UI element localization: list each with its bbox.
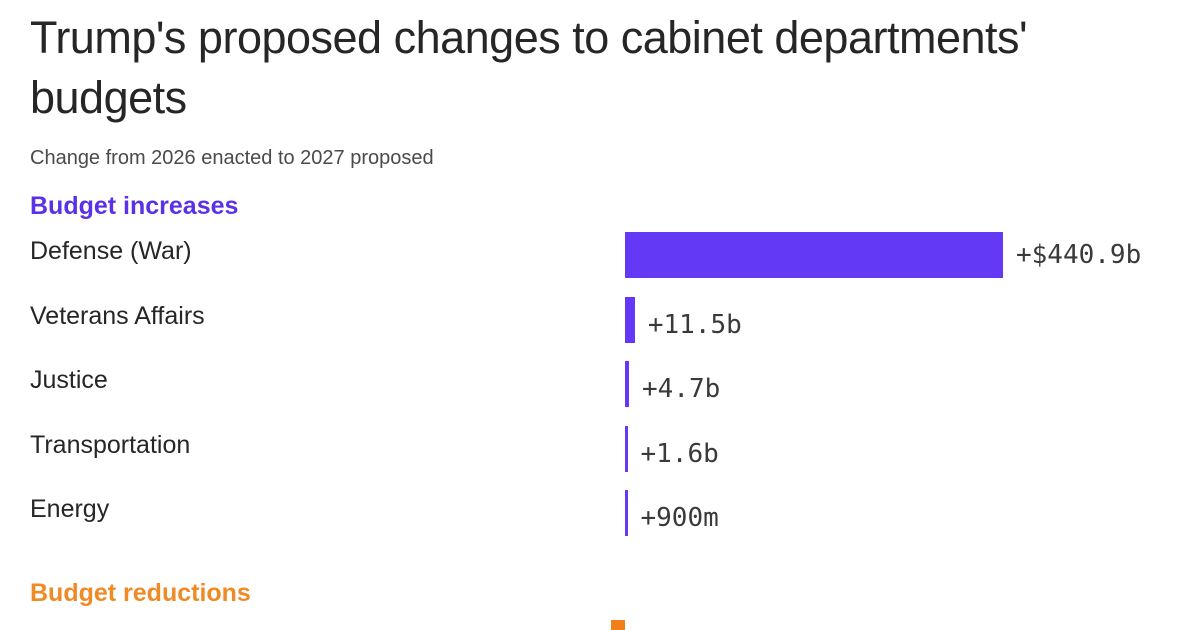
bar-value-label: +1.6b — [640, 438, 719, 469]
bar — [625, 361, 629, 407]
bar — [625, 296, 635, 343]
reduction-bar-partial — [611, 620, 625, 630]
bar-value-label: +900m — [640, 503, 719, 533]
row-label: Veterans Affairs — [30, 301, 205, 330]
row-label: Transportation — [30, 430, 191, 459]
chart-title: Trump's proposed changes to cabinet depa… — [30, 12, 1028, 123]
row-label: Energy — [30, 495, 110, 523]
bar-value-label: +11.5b — [647, 309, 742, 340]
bar-value-label: +$440.9b — [1016, 240, 1142, 270]
bar — [625, 425, 628, 472]
row-label: Justice — [30, 366, 108, 394]
section-label-reductions: Budget reductions — [30, 579, 251, 607]
bar-value-label: +4.7b — [642, 374, 721, 404]
bar — [625, 490, 628, 536]
row-label: Defense (War) — [30, 237, 192, 265]
chart-subtitle: Change from 2026 enacted to 2027 propose… — [30, 147, 434, 169]
section-label-increases: Budget increases — [30, 192, 239, 220]
bar — [625, 232, 1003, 278]
